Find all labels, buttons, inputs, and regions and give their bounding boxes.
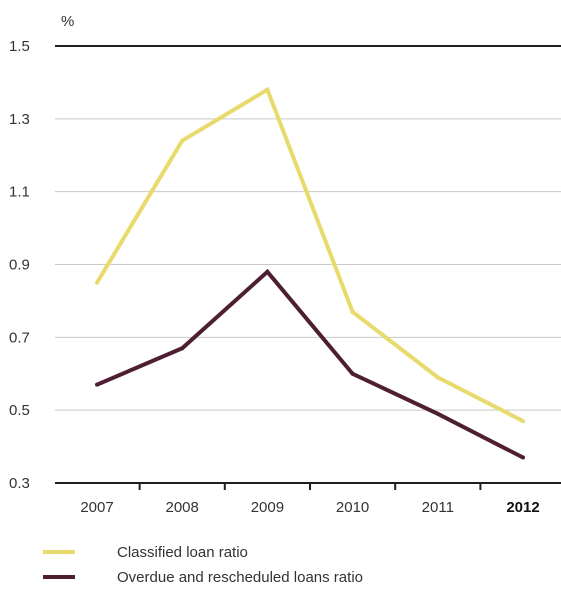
y-tick-label: 0.5: [9, 402, 30, 419]
y-tick-label: 0.3: [9, 475, 30, 492]
data-point: [350, 371, 355, 376]
x-axis: 2007 2008 2009 2010 2011 2012: [55, 482, 561, 516]
data-series: [95, 86, 525, 460]
data-point: [435, 375, 440, 380]
x-tick-label: 2007: [80, 499, 113, 516]
data-point: [95, 382, 99, 387]
data-point: [521, 419, 525, 424]
legend-item-overdue: Overdue and rescheduled loans ratio: [43, 566, 363, 588]
data-point: [521, 455, 525, 460]
y-tick-label: 0.7: [9, 329, 30, 346]
data-point: [95, 280, 99, 285]
data-point: [180, 138, 185, 143]
series-line-1: [96, 268, 524, 460]
legend-swatch-overdue: [43, 575, 75, 579]
y-tick-label: 1.3: [9, 111, 30, 128]
data-point: [180, 346, 185, 351]
x-tick-label: 2011: [422, 499, 454, 516]
y-tick-label: 1.1: [9, 184, 30, 201]
legend-swatch-classified: [43, 550, 75, 554]
y-axis-tick-labels: 0.3 0.5 0.7 0.9 1.1 1.3 1.5: [9, 38, 30, 492]
legend-label-classified: Classified loan ratio: [117, 543, 248, 561]
y-axis-unit-label: %: [61, 13, 74, 30]
data-point: [350, 309, 355, 314]
x-tick-label: 2008: [166, 499, 199, 516]
data-point: [435, 411, 440, 416]
series-line-0: [95, 86, 524, 423]
x-tick-label: 2009: [251, 499, 284, 516]
legend-item-classified: Classified loan ratio: [43, 541, 363, 563]
x-tick-label: 2012: [506, 499, 539, 516]
data-point: [265, 269, 270, 274]
x-tick-label: 2010: [336, 499, 369, 516]
y-tick-label: 0.9: [9, 257, 30, 274]
y-tick-label: 1.5: [9, 38, 30, 55]
gridlines: [55, 45, 561, 411]
legend-label-overdue: Overdue and rescheduled loans ratio: [117, 568, 363, 586]
data-point: [265, 87, 270, 92]
legend: Classified loan ratio Overdue and resche…: [43, 541, 363, 591]
